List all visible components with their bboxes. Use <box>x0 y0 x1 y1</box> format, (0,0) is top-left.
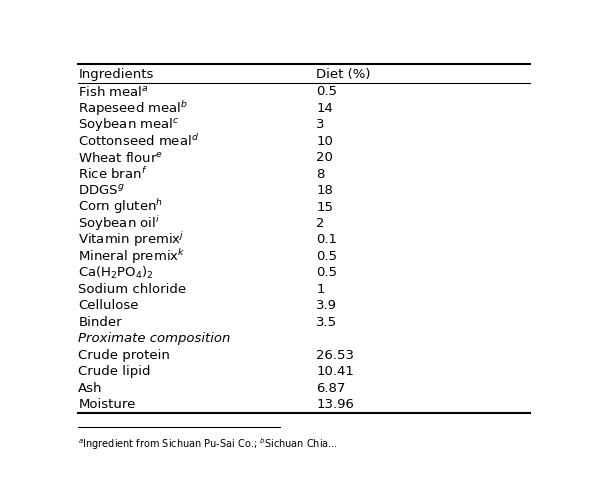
Text: Crude protein: Crude protein <box>78 349 170 362</box>
Text: Binder: Binder <box>78 316 122 329</box>
Text: 20: 20 <box>316 151 333 164</box>
Text: Fish meal$^{a}$: Fish meal$^{a}$ <box>78 85 149 99</box>
Text: 15: 15 <box>316 201 333 214</box>
Text: 10.41: 10.41 <box>316 366 354 378</box>
Text: Soybean oil$^{i}$: Soybean oil$^{i}$ <box>78 214 160 233</box>
Text: Corn gluten$^{h}$: Corn gluten$^{h}$ <box>78 198 163 217</box>
Text: Rice bran$^{f}$: Rice bran$^{f}$ <box>78 166 148 182</box>
Text: Mineral premix$^{k}$: Mineral premix$^{k}$ <box>78 247 186 266</box>
Text: 1: 1 <box>316 283 324 296</box>
Text: 13.96: 13.96 <box>316 398 354 411</box>
Text: Diet (%): Diet (%) <box>316 68 371 81</box>
Text: 0.5: 0.5 <box>316 250 337 263</box>
Text: 8: 8 <box>316 167 324 181</box>
Text: Wheat flour$^{e}$: Wheat flour$^{e}$ <box>78 150 163 164</box>
Text: 26.53: 26.53 <box>316 349 354 362</box>
Text: Cottonseed meal$^{d}$: Cottonseed meal$^{d}$ <box>78 133 199 149</box>
Text: 3.9: 3.9 <box>316 299 337 312</box>
Text: Ca(H$_{2}$PO$_{4}$)$_{2}$: Ca(H$_{2}$PO$_{4}$)$_{2}$ <box>78 265 154 281</box>
Text: Cellulose: Cellulose <box>78 299 139 312</box>
Text: Ash: Ash <box>78 382 103 395</box>
Text: $^{a}$Ingredient from Sichuan Pu-Sai Co.; $^{b}$Sichuan Chia...: $^{a}$Ingredient from Sichuan Pu-Sai Co.… <box>78 436 338 452</box>
Text: 3.5: 3.5 <box>316 316 337 329</box>
Text: Soybean meal$^{c}$: Soybean meal$^{c}$ <box>78 116 180 133</box>
Text: 0.5: 0.5 <box>316 266 337 279</box>
Text: 6.87: 6.87 <box>316 382 346 395</box>
Text: Sodium chloride: Sodium chloride <box>78 283 186 296</box>
Text: Proximate composition: Proximate composition <box>78 333 231 346</box>
Text: 0.1: 0.1 <box>316 234 337 247</box>
Text: DDGS$^{g}$: DDGS$^{g}$ <box>78 184 125 198</box>
Text: Moisture: Moisture <box>78 398 136 411</box>
Text: Rapeseed meal$^{b}$: Rapeseed meal$^{b}$ <box>78 99 188 118</box>
Text: Ingredients: Ingredients <box>78 68 154 81</box>
Text: 10: 10 <box>316 134 333 147</box>
Text: 3: 3 <box>316 118 324 131</box>
Text: 0.5: 0.5 <box>316 85 337 98</box>
Text: 2: 2 <box>316 217 324 230</box>
Text: Crude lipid: Crude lipid <box>78 366 151 378</box>
Text: 14: 14 <box>316 102 333 115</box>
Text: Vitamin premix$^{j}$: Vitamin premix$^{j}$ <box>78 231 185 249</box>
Text: 18: 18 <box>316 184 333 197</box>
